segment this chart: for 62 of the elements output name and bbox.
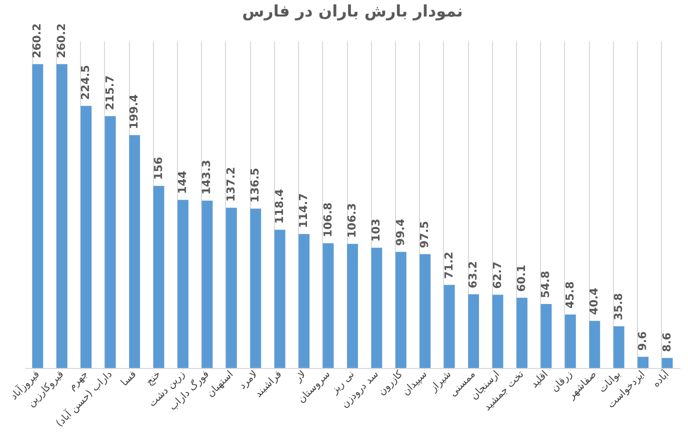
bar <box>420 254 431 368</box>
data-label: 9.6 <box>636 330 650 351</box>
bar <box>347 244 358 368</box>
data-label: 62.7 <box>490 262 504 289</box>
data-label: 106.8 <box>321 202 334 238</box>
data-label: 60.1 <box>515 264 528 292</box>
bar <box>178 200 188 368</box>
bar <box>129 135 140 368</box>
data-label: 54.8 <box>539 270 552 298</box>
data-label: 143.3 <box>200 160 214 195</box>
data-label: 136.5 <box>248 168 262 203</box>
bar <box>56 64 68 368</box>
bar <box>516 298 528 368</box>
data-label: 106.3 <box>346 203 358 238</box>
bar <box>250 208 262 368</box>
data-label: 224.5 <box>79 65 92 100</box>
bar <box>153 186 164 368</box>
data-label: 99.4 <box>394 218 407 246</box>
bar <box>662 358 673 368</box>
bar <box>540 304 552 368</box>
bar <box>274 230 286 368</box>
bar <box>371 248 382 368</box>
bar <box>322 243 334 368</box>
bar <box>492 294 504 368</box>
data-label: 114.7 <box>297 193 310 228</box>
bar <box>395 252 406 368</box>
data-label: 45.8 <box>563 281 576 309</box>
x-tick-label: شیراز <box>428 368 454 395</box>
data-label: 144 <box>176 170 189 194</box>
x-tick-label: لامرد <box>237 368 260 392</box>
data-label: 71.2 <box>442 252 456 279</box>
bar <box>226 208 237 368</box>
data-label: 35.8 <box>612 293 625 320</box>
chart-title: نمودار بارش باران در فارس <box>242 1 463 20</box>
bar <box>104 116 116 368</box>
bar <box>202 200 213 368</box>
bar <box>564 314 576 368</box>
bar <box>468 294 480 368</box>
data-label: 97.5 <box>418 220 432 248</box>
data-label: 260.2 <box>30 23 44 58</box>
bar <box>298 234 310 368</box>
x-tick-label: خنج <box>144 368 164 388</box>
data-label: 8.6 <box>660 332 674 352</box>
data-label: 137.2 <box>224 166 238 202</box>
x-tick-label: آباده <box>649 366 672 390</box>
data-label: 103 <box>370 218 383 242</box>
bar <box>638 356 649 368</box>
data-label: 199.4 <box>128 94 141 130</box>
data-label: 156 <box>152 156 165 180</box>
data-label: 215.7 <box>103 75 116 110</box>
x-tick-label: زرقان <box>549 368 575 394</box>
bar <box>589 320 600 368</box>
bar <box>80 106 92 368</box>
data-label: 260.2 <box>54 23 68 58</box>
bar <box>444 284 455 368</box>
x-tick-label: اقلید <box>529 368 550 390</box>
data-label: 63.2 <box>466 261 480 288</box>
data-label: 118.4 <box>272 188 286 224</box>
x-tick-label: فسا <box>119 368 139 389</box>
data-label: 40.4 <box>588 287 601 315</box>
bar <box>613 326 624 368</box>
bar <box>32 64 44 368</box>
